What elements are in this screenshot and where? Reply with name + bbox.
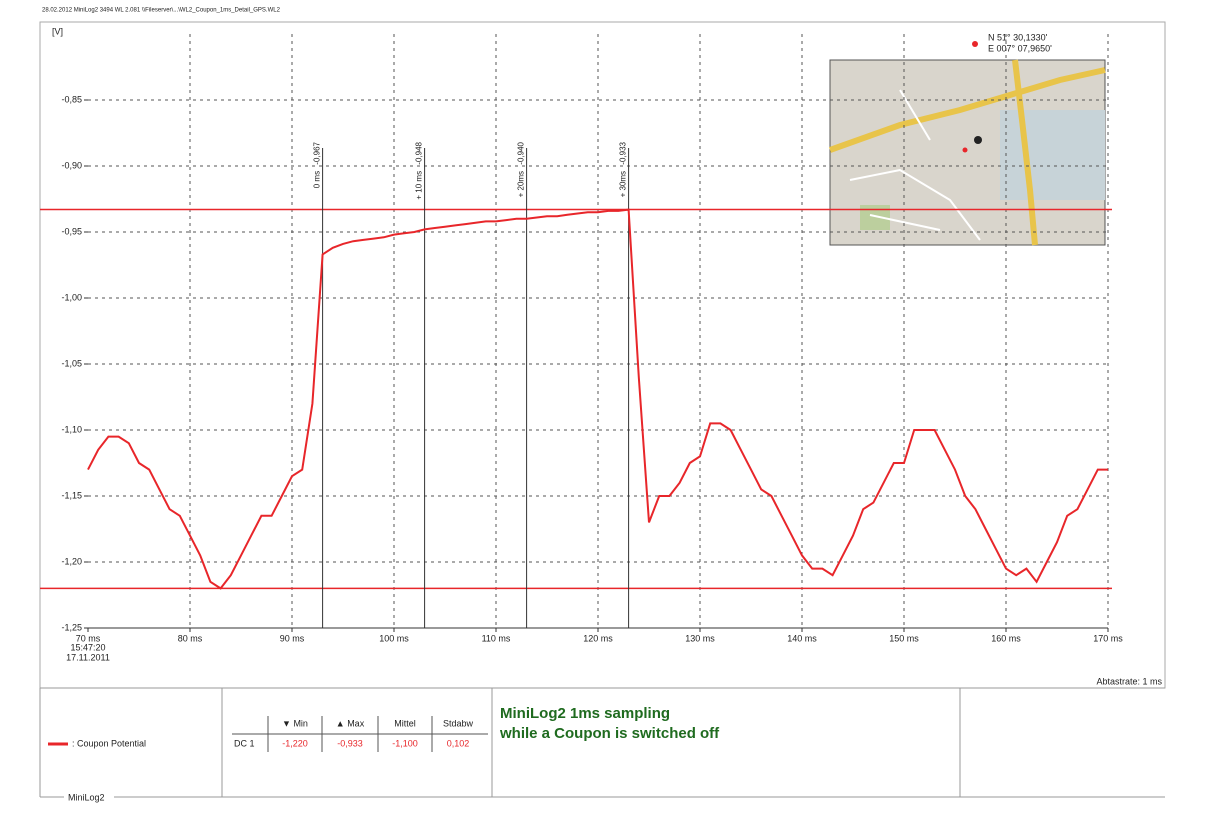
gps-lat: N 51° 30,1330' xyxy=(988,32,1048,42)
cursor-label: 0 ms -0,967 xyxy=(313,141,322,188)
cursor-offset: + 30ms xyxy=(619,171,628,197)
x-tick-label: 170 ms xyxy=(1093,633,1123,643)
y-tick-label: -1,25 xyxy=(61,622,82,632)
cursor-value: -0,933 xyxy=(619,141,628,164)
stats-header: ▼ Min xyxy=(282,718,308,728)
y-tick-label: -0,90 xyxy=(61,160,82,170)
stats-value: -1,100 xyxy=(392,738,418,748)
x-tick-label: 90 ms xyxy=(280,633,305,643)
x-tick-label: 80 ms xyxy=(178,633,203,643)
legend-label: : Coupon Potential xyxy=(72,738,146,748)
stats-header: Mittel xyxy=(394,718,416,728)
gps-lon: E 007° 07,9650' xyxy=(988,43,1052,53)
x-tick-label: 130 ms xyxy=(685,633,715,643)
chart: 28.02.2012 MiniLog2 3494 WL 2.081 \\File… xyxy=(0,0,1214,812)
cursor-offset: + 10 ms xyxy=(415,171,424,200)
y-tick-label: -1,10 xyxy=(61,424,82,434)
cursor-value: -0,948 xyxy=(415,141,424,164)
stats-row-label: DC 1 xyxy=(234,738,255,748)
y-tick-label: -1,05 xyxy=(61,358,82,368)
y-tick-label: -1,15 xyxy=(61,490,82,500)
y-tick-label: -1,00 xyxy=(61,292,82,302)
x-tick-label: 120 ms xyxy=(583,633,613,643)
x-tick-label: 70 ms xyxy=(76,633,101,643)
x-tick-label: 140 ms xyxy=(787,633,817,643)
note: while a Coupon is switched off xyxy=(499,725,720,742)
note: MiniLog2 1ms sampling xyxy=(500,705,670,722)
x-tick-label: 160 ms xyxy=(991,633,1021,643)
gps-marker xyxy=(972,41,978,47)
y-tick-label: -0,95 xyxy=(61,226,82,236)
cursor-label: + 10 ms -0,948 xyxy=(415,141,424,199)
cursor-label: + 20ms -0,940 xyxy=(517,141,526,197)
cursor-label: + 30ms -0,933 xyxy=(619,141,628,197)
cursor-offset: + 20ms xyxy=(517,171,526,197)
y-unit: [V] xyxy=(52,26,63,36)
sample-rate: Abtastrate: 1 ms xyxy=(1096,676,1162,686)
x-start-date: 17.11.2011 xyxy=(66,652,110,662)
stats-value: 0,102 xyxy=(447,738,470,748)
y-tick-label: -1,20 xyxy=(61,556,82,566)
stats-value: -1,220 xyxy=(282,738,308,748)
x-tick-label: 110 ms xyxy=(482,633,511,643)
stats-value: -0,933 xyxy=(337,738,363,748)
x-tick-label: 150 ms xyxy=(889,633,919,643)
map-inset xyxy=(830,60,1105,245)
x-tick-label: 100 ms xyxy=(379,633,409,643)
cursor-value: -0,967 xyxy=(313,141,322,164)
group-label: MiniLog2 xyxy=(68,792,105,802)
cursor-offset: 0 ms xyxy=(313,171,322,188)
x-start-time: 15:47:20 xyxy=(70,642,105,652)
stats-header: Stdabw xyxy=(443,718,474,728)
file-header: 28.02.2012 MiniLog2 3494 WL 2.081 \\File… xyxy=(42,8,281,14)
stats-header: ▲ Max xyxy=(336,718,365,728)
y-tick-label: -0,85 xyxy=(61,94,82,104)
cursor-value: -0,940 xyxy=(517,141,526,164)
